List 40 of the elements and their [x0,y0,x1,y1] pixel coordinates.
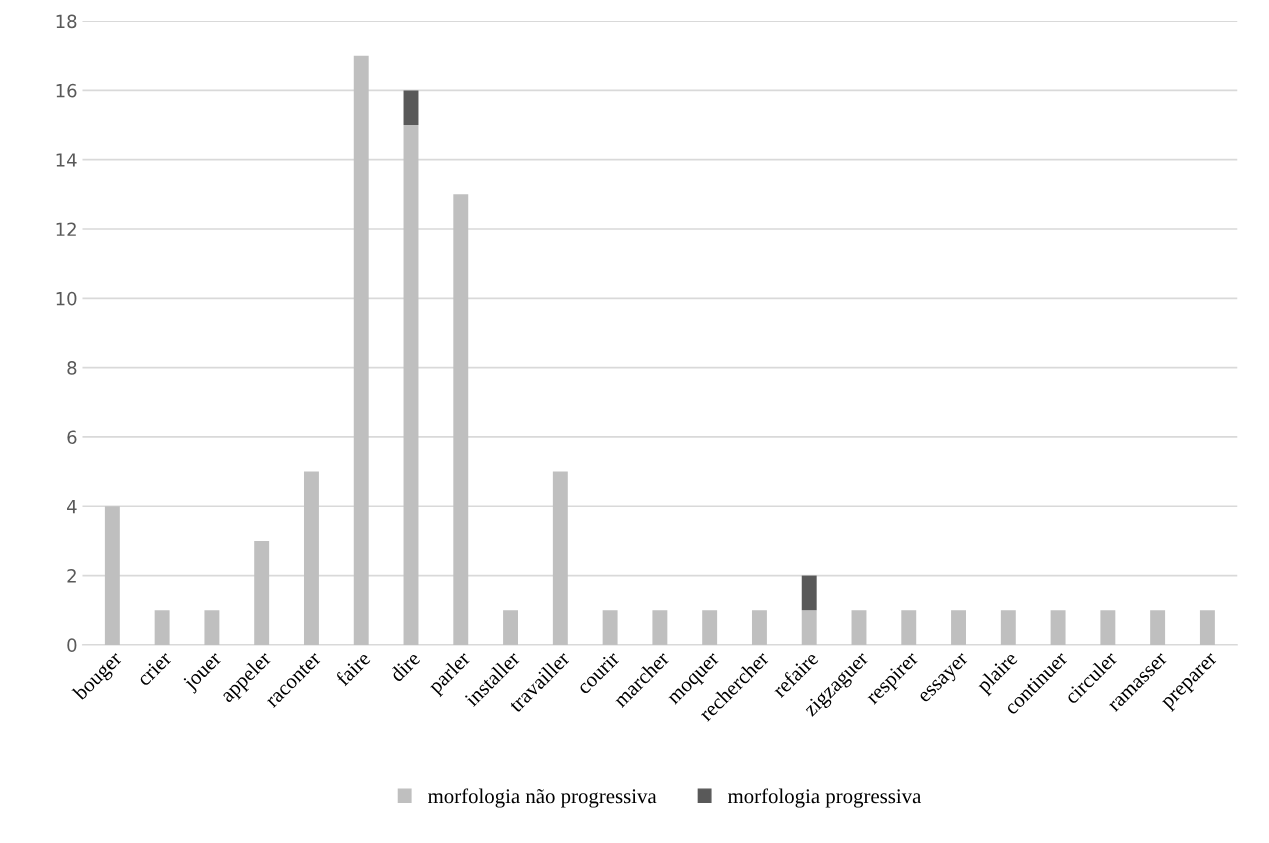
bar [353,55,369,645]
bar [1050,610,1066,645]
y-tick-label: 14 [56,153,77,167]
legend-label: morfologia progressiva [727,788,922,808]
bar [254,540,270,645]
bar [403,90,419,126]
y-tick-label: 6 [67,430,77,445]
bar [801,575,817,611]
bar [303,471,319,645]
y-tick-label: 2 [67,569,76,583]
bar [951,610,966,645]
x-tick-label: dire [388,650,421,683]
bar [602,610,618,645]
bar [204,610,220,645]
x-tick-label: crier [136,650,173,687]
bar [1150,610,1166,645]
bar [1100,610,1116,645]
bar [702,610,718,645]
bar [851,610,867,645]
y-tick-label: 0 [67,638,77,653]
bar [154,610,170,645]
bar [453,194,469,645]
y-tick-label: 12 [56,222,76,236]
bar [1000,610,1016,645]
bar [751,610,767,645]
bar [652,610,668,645]
y-tick-label: 18 [56,14,77,29]
y-tick-label: 16 [56,83,77,98]
bar [901,610,917,645]
legend-label: morfologia não progressiva [428,788,657,808]
bar [552,471,568,645]
bar [801,610,817,645]
y-tick-label: 10 [56,291,77,306]
y-tick-label: 4 [67,499,77,514]
x-tick-label: faire [334,650,372,687]
bar [503,610,519,645]
bar [403,125,419,645]
bar [104,506,120,645]
bar [1199,610,1215,645]
y-tick-label: 8 [67,361,77,375]
